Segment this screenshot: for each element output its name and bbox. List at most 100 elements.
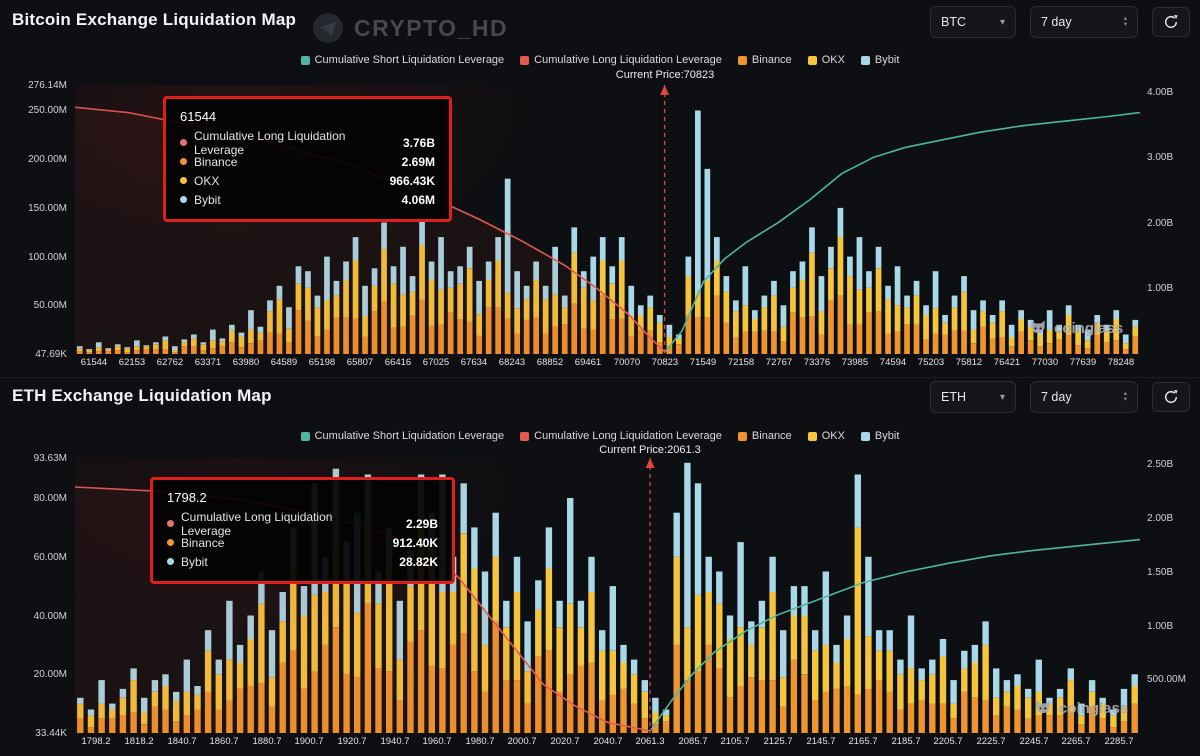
left-axis-label: 276.14M: [28, 80, 67, 91]
x-axis-label: 77639: [1069, 357, 1097, 368]
x-axis-label: 2145.7: [806, 736, 836, 747]
eth-refresh-button[interactable]: [1152, 382, 1190, 412]
crypto-hd-watermark: CRYPTO_HD: [312, 12, 508, 44]
x-axis-label: 1798.2: [81, 736, 111, 747]
tooltip-series-dot: [167, 520, 174, 527]
eth-tooltip-rows: Cumulative Long Liquidation Leverage 2.29…: [167, 510, 438, 571]
eth-coinglass-watermark: coinglass: [1033, 698, 1128, 718]
eth-symbol-select-value: ETH: [941, 390, 966, 404]
coinglass-cat-icon: [1031, 320, 1045, 334]
eth-chart-controls: ETH ▾ 7 day ▴ ▾: [930, 381, 1190, 413]
x-axis-label: 2040.7: [593, 736, 623, 747]
legend-item-cumulative-long-liquidation-leverage[interactable]: Cumulative Long Liquidation Leverage: [520, 54, 722, 66]
eth-page-title: ETH Exchange Liquidation Map: [12, 386, 272, 405]
legend-item-cumulative-short-liquidation-leverage[interactable]: Cumulative Short Liquidation Leverage: [300, 54, 504, 66]
x-axis-label: 63980: [232, 357, 260, 368]
x-axis-label: 2265.7: [1061, 736, 1091, 747]
eth-coinglass-text: coinglass: [1059, 699, 1129, 717]
btc-symbol-select[interactable]: BTC ▾: [930, 6, 1016, 38]
tooltip-row: Bybit 4.06M: [180, 190, 435, 209]
x-axis-label: 1860.7: [209, 736, 239, 747]
tooltip-row: Binance 2.69M: [180, 152, 435, 171]
btc-chart-tooltip: 61544 Cumulative Long Liquidation Levera…: [163, 96, 452, 222]
legend-item-cumulative-short-liquidation-leverage[interactable]: Cumulative Short Liquidation Leverage: [300, 430, 505, 442]
tooltip-series-value: 3.76B: [402, 135, 435, 150]
tooltip-series-value: 966.43K: [389, 173, 435, 188]
x-axis-label: 2085.7: [678, 736, 708, 747]
x-axis-label: 2165.7: [848, 736, 878, 747]
legend-item-okx[interactable]: OKX: [807, 54, 845, 66]
crypto-hd-logo-icon: [313, 13, 343, 43]
btc-symbol-select-value: BTC: [941, 15, 966, 29]
left-axis-label: 80.00M: [33, 493, 67, 504]
right-axis-label: 2.50B: [1147, 459, 1174, 470]
legend-swatch: [737, 431, 747, 441]
chevron-down-icon: ▾: [999, 391, 1005, 403]
tooltip-series-dot: [167, 539, 174, 546]
tooltip-series-dot: [167, 558, 174, 565]
legend-swatch: [807, 55, 817, 65]
x-axis-label: 2125.7: [763, 736, 793, 747]
legend-swatch: [860, 431, 870, 441]
left-axis-label: 33.44K: [35, 728, 67, 739]
btc-coinglass-watermark: coinglass: [1028, 318, 1123, 338]
x-axis-label: 2285.7: [1104, 736, 1134, 747]
right-axis-label: 4.00B: [1147, 87, 1174, 98]
btc-tooltip-rows: Cumulative Long Liquidation Leverage 3.76…: [180, 129, 435, 209]
left-axis-label: 250.00M: [28, 105, 67, 116]
x-axis-label: 74594: [879, 357, 907, 368]
btc-period-select-value: 7 day: [1041, 15, 1072, 29]
left-axis-label: 200.00M: [28, 154, 67, 165]
right-axis-label: 1.50B: [1147, 567, 1174, 578]
x-axis-label: 71549: [689, 357, 717, 368]
x-axis-label: 68243: [498, 357, 526, 368]
x-axis-label: 78248: [1107, 357, 1135, 368]
right-axis-label: 2.00B: [1147, 513, 1174, 524]
x-axis-label: 63371: [194, 357, 222, 368]
x-axis-label: 77030: [1031, 357, 1059, 368]
x-axis-label: 62153: [118, 357, 146, 368]
tooltip-series-label: Cumulative Long Liquidation Leverage: [194, 128, 346, 157]
btc-refresh-button[interactable]: [1152, 7, 1190, 37]
left-axis-label: 47.69K: [35, 349, 67, 360]
x-axis-label: 2020.7: [550, 736, 580, 747]
legend-item-binance[interactable]: Binance: [737, 430, 792, 442]
left-axis-label: 100.00M: [28, 252, 67, 263]
x-axis-label: 70823: [651, 357, 679, 368]
legend-swatch: [520, 55, 530, 65]
legend-item-okx[interactable]: OKX: [807, 430, 845, 442]
eth-symbol-select[interactable]: ETH ▾: [930, 381, 1016, 413]
left-axis-label: 60.00M: [33, 552, 67, 563]
x-axis-label: 2245.7: [1019, 736, 1049, 747]
legend-swatch: [737, 55, 747, 65]
x-axis-label: 70070: [613, 357, 641, 368]
x-axis-label: 1920.7: [337, 736, 367, 747]
btc-period-select[interactable]: 7 day ▴ ▾: [1030, 6, 1138, 38]
x-axis-label: 1880.7: [252, 736, 282, 747]
x-axis-label: 2061.3: [635, 736, 665, 747]
legend-item-bybit[interactable]: Bybit: [860, 430, 899, 442]
refresh-icon: [1164, 15, 1178, 28]
eth-current-price-label: Current Price:2061.3: [599, 444, 701, 456]
x-axis-label: 1900.7: [294, 736, 324, 747]
x-axis-label: 76421: [993, 357, 1021, 368]
right-axis-label: 1.00B: [1147, 621, 1174, 632]
legend-item-cumulative-long-liquidation-leverage[interactable]: Cumulative Long Liquidation Leverage: [520, 430, 722, 442]
left-axis-label: 93.63M: [33, 453, 67, 464]
btc-tooltip-price-level: 61544: [180, 109, 217, 124]
tooltip-row: Cumulative Long Liquidation Leverage 2.29…: [167, 510, 438, 538]
legend-item-binance[interactable]: Binance: [737, 54, 792, 66]
legend-label: Cumulative Short Liquidation Leverage: [314, 430, 505, 442]
x-axis-label: 75203: [917, 357, 945, 368]
tooltip-series-value: 2.69M: [401, 154, 435, 169]
btc-page-title: Bitcoin Exchange Liquidation Map: [12, 10, 297, 29]
legend-label: OKX: [821, 54, 845, 66]
eth-period-select[interactable]: 7 day ▴ ▾: [1030, 381, 1138, 413]
tooltip-row: Cumulative Long Liquidation Leverage 3.76…: [180, 129, 435, 157]
legend-label: Cumulative Long Liquidation Leverage: [534, 430, 722, 442]
x-axis-label: 62762: [156, 357, 184, 368]
legend-item-bybit[interactable]: Bybit: [860, 54, 899, 66]
x-axis-label: 1940.7: [380, 736, 410, 747]
chevron-down-icon: ▾: [999, 16, 1005, 28]
